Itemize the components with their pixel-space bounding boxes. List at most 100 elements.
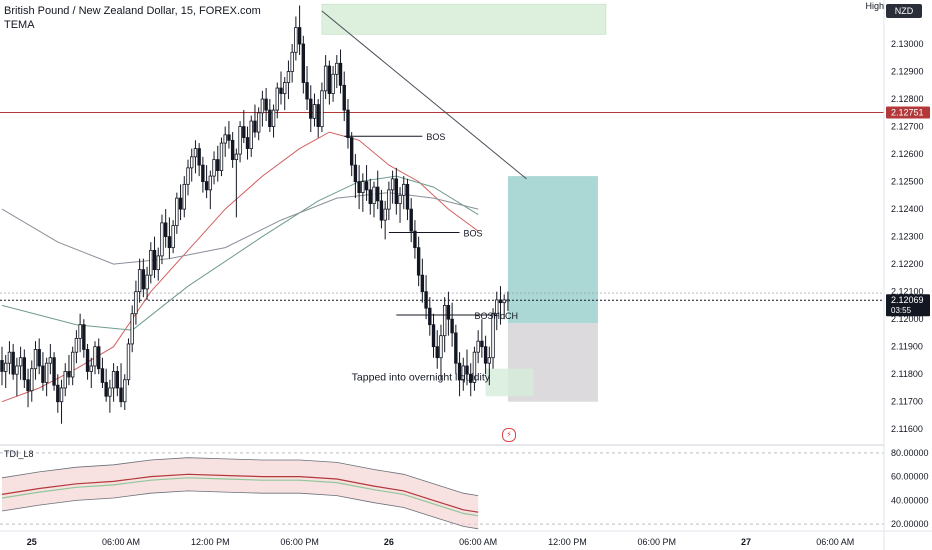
candle — [368, 178, 372, 215]
candle — [201, 156, 205, 193]
candle-body — [33, 349, 38, 370]
candle — [82, 319, 86, 358]
symbol-title: British Pound / New Zealand Dollar, 15, … — [4, 5, 261, 17]
candle — [309, 85, 313, 133]
candle-body — [327, 65, 332, 94]
candle-body — [182, 183, 186, 210]
price-tick-label: 2.12100 — [891, 287, 924, 297]
candle-body — [104, 382, 108, 397]
price-tick-label: 2.12800 — [891, 94, 924, 104]
candle — [123, 374, 127, 410]
candle — [44, 357, 49, 397]
candle — [7, 341, 12, 375]
candle-body — [37, 349, 41, 367]
candle-body — [465, 365, 469, 375]
candle — [175, 192, 179, 234]
candle-body — [450, 318, 454, 334]
candle-body — [18, 357, 23, 367]
candle-body — [323, 65, 328, 92]
candle-body — [495, 299, 499, 315]
structure-label: BOS — [426, 132, 445, 142]
candle — [431, 313, 436, 358]
candle — [167, 217, 172, 259]
price-tick-label: 2.12300 — [891, 232, 924, 242]
candle-body — [30, 368, 34, 392]
candle — [290, 44, 294, 83]
candle-body — [271, 109, 276, 127]
candle-body — [342, 84, 346, 111]
candle — [424, 275, 428, 320]
oscillator-lower-band — [1, 490, 479, 530]
lightning-icon[interactable]: ⚡ — [502, 428, 516, 442]
candle — [18, 346, 23, 380]
candle — [182, 176, 186, 218]
candle-body — [7, 351, 12, 364]
candle-body — [15, 365, 19, 375]
candle-body — [279, 87, 283, 94]
candle — [204, 165, 209, 199]
candle-body — [253, 120, 257, 133]
candle — [63, 363, 67, 397]
time-axis[interactable]: 25 06:00 AM 12:00 PM 06:00 PM 26 06:00 AM 12:0… — [0, 530, 932, 547]
candle — [119, 363, 123, 408]
candle-body — [186, 167, 190, 185]
candle — [145, 266, 149, 300]
candle-body — [461, 365, 465, 381]
oscillator-tick-label: 20.00000 — [891, 519, 929, 529]
candle — [0, 346, 4, 386]
oscillator-label: TDI_L8 — [4, 449, 34, 459]
currency-button[interactable]: NZD — [886, 4, 922, 18]
price-tick-label: 2.12700 — [891, 122, 924, 132]
candle — [227, 121, 231, 149]
candle-body — [163, 222, 168, 238]
candle — [59, 379, 64, 424]
candle-body — [52, 357, 56, 386]
candle — [163, 209, 168, 248]
candle-body — [190, 156, 194, 169]
candle — [11, 343, 15, 380]
time-tick-label: 06:00 AM — [102, 537, 140, 547]
candle — [301, 35, 306, 94]
candle-body — [361, 181, 365, 194]
candle — [208, 170, 213, 210]
candle-body — [398, 194, 402, 205]
indicator-name: TEMA — [4, 19, 35, 31]
candle — [141, 258, 146, 298]
candle-body — [130, 313, 134, 345]
candle-body — [123, 379, 127, 403]
candle-body — [469, 373, 473, 383]
candle-body — [390, 178, 395, 191]
candle-body — [502, 299, 506, 304]
candle — [67, 354, 71, 386]
candle-body — [320, 90, 324, 127]
candle — [342, 71, 346, 122]
candle — [506, 291, 510, 311]
candle-body — [152, 249, 157, 271]
main-pane[interactable]: BOS BOS BOSHoCH Tapped into overnight liqui… — [0, 3, 884, 424]
candle — [171, 220, 175, 254]
candle — [22, 349, 27, 388]
candle — [394, 167, 399, 215]
oscillator-band-fill — [2, 457, 479, 529]
candle — [305, 66, 309, 111]
liquidity-zone — [485, 368, 534, 397]
candle — [245, 126, 250, 160]
candle-body — [160, 222, 164, 257]
candle — [37, 338, 41, 375]
candle — [152, 236, 157, 278]
candle-body — [498, 299, 503, 304]
candle — [104, 368, 108, 402]
candle — [230, 132, 235, 168]
candle-body — [349, 137, 354, 166]
candle — [271, 104, 276, 138]
time-tick-label: 26 — [384, 537, 394, 547]
candle-body — [212, 159, 216, 177]
candle-body — [4, 362, 8, 372]
price-axis[interactable]: 2.13000 2.12900 2.12800 2.12700 2.12600 2.125… — [883, 0, 932, 550]
candle — [160, 214, 164, 265]
candle-body — [26, 379, 30, 392]
countdown-text: 03:55 — [891, 306, 912, 315]
oscillator-pane[interactable] — [0, 444, 932, 530]
candle-body — [331, 73, 335, 94]
